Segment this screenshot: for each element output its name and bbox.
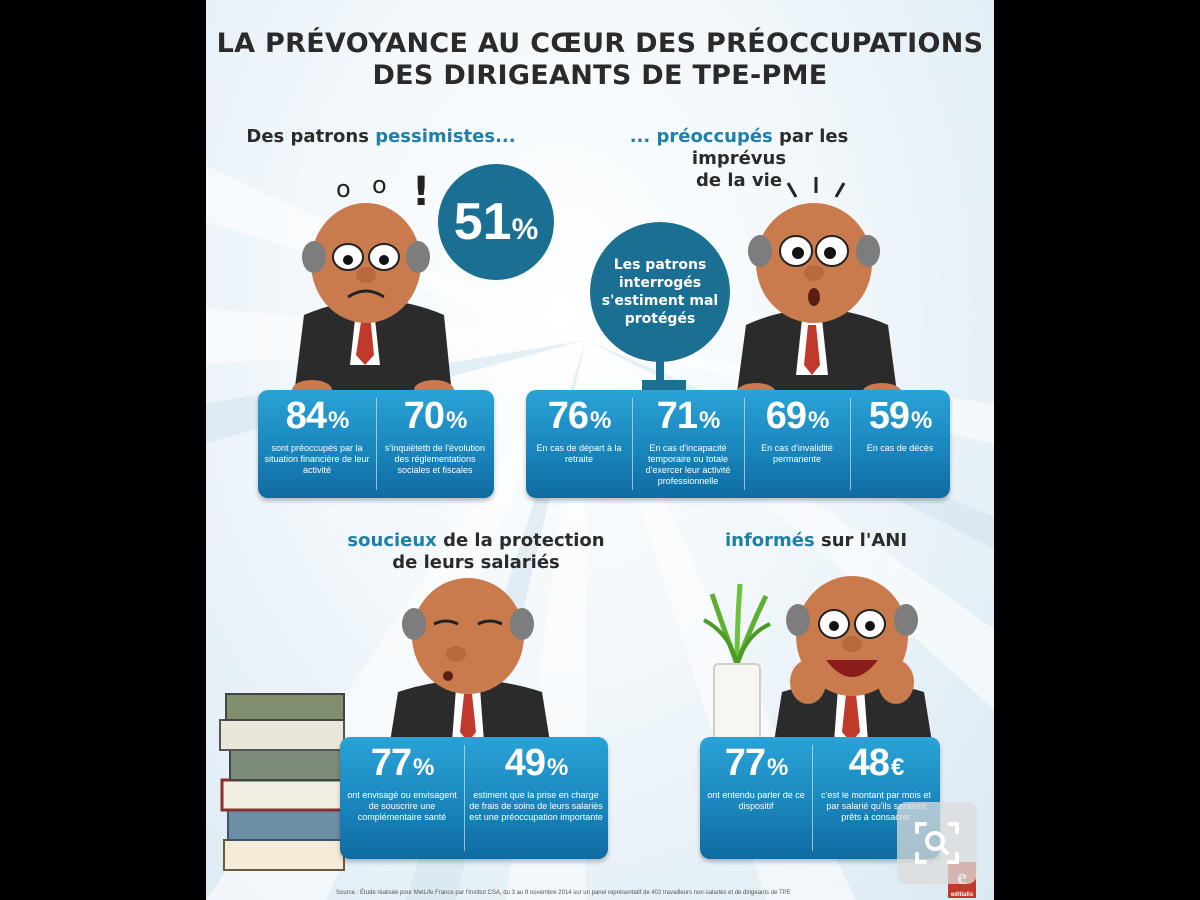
source-note: Source : Étude réalisée pour MetLife Fra… bbox=[336, 890, 791, 896]
stat-84: 84% sont préoccupés par la situation fin… bbox=[258, 390, 376, 498]
stat-value: 84 bbox=[285, 395, 327, 437]
heading-preoccupes-rest: par les imprévus bbox=[691, 126, 849, 169]
stat-70: 70% s'inquiètetb de l'évolution des régl… bbox=[376, 390, 494, 498]
stat-unit: % bbox=[698, 407, 720, 434]
divider bbox=[850, 398, 851, 490]
svg-text:o: o bbox=[372, 171, 387, 199]
stat-77-sante: 77% ont envisagé ou envisagent de souscr… bbox=[340, 737, 464, 859]
heading-pessimistes-accent: pessimistes... bbox=[375, 126, 516, 147]
stat-text: ont entendu parler de ce dispositif bbox=[707, 790, 805, 811]
stat-value: 77 bbox=[724, 742, 766, 784]
stat-circle-51-value: 51 bbox=[453, 193, 512, 251]
stats-box-preoccupes: 76% En cas de départ à la retraite 71% E… bbox=[526, 390, 950, 498]
relieved-boss-illustration bbox=[390, 578, 550, 742]
logo-sub: editialis bbox=[950, 892, 974, 898]
heading-informes-rest: sur l'ANI bbox=[814, 530, 908, 551]
stat-text: En cas de départ à la retraite bbox=[536, 443, 622, 464]
divider bbox=[376, 398, 377, 490]
books-illustration bbox=[219, 693, 347, 871]
stat-unit: % bbox=[546, 754, 568, 781]
stat-value: 77 bbox=[370, 742, 412, 784]
stat-value: 76 bbox=[547, 395, 589, 437]
stat-unit: % bbox=[910, 407, 932, 434]
stat-text: En cas d'invalidité permanente bbox=[761, 443, 833, 464]
heading-pessimistes: Des patrons pessimistes... bbox=[246, 126, 516, 148]
svg-text:o: o bbox=[336, 175, 351, 203]
stat-71: 71% En cas d'incapacité temporaire ou to… bbox=[632, 390, 744, 498]
plant-illustration bbox=[703, 584, 771, 744]
stat-value: 70 bbox=[403, 395, 445, 437]
heading-soucieux-line2: de leurs salariés bbox=[392, 552, 560, 573]
divider bbox=[632, 398, 633, 490]
stats-box-pessimistes: 84% sont préoccupés par la situation fin… bbox=[258, 390, 494, 498]
stat-text: s'inquiètetb de l'évolution des réglemen… bbox=[384, 443, 485, 475]
stat-unit: % bbox=[589, 407, 611, 434]
heading-preoccupes: ... préoccupés par les imprévus de la vi… bbox=[584, 126, 894, 192]
heading-informes: informés sur l'ANI bbox=[706, 530, 926, 552]
heading-soucieux: soucieux de la protection de leurs salar… bbox=[326, 530, 626, 574]
stat-text: estiment que la prise en charge de frais… bbox=[469, 790, 603, 822]
heading-preoccupes-line2: de la vie bbox=[695, 170, 783, 191]
heading-pessimistes-pre: Des patrons bbox=[246, 126, 376, 147]
surprised-boss-illustration bbox=[736, 177, 902, 400]
heading-informes-accent: informés bbox=[724, 530, 815, 551]
stat-unit: % bbox=[412, 754, 434, 781]
circle-stem-base bbox=[642, 380, 686, 392]
stat-text: sont préoccupés par la situation financi… bbox=[264, 443, 370, 475]
divider bbox=[464, 745, 465, 851]
heading-soucieux-rest: de la protection bbox=[436, 530, 605, 551]
stat-unit: € bbox=[890, 754, 904, 781]
divider bbox=[744, 398, 745, 490]
zoom-icon bbox=[915, 822, 959, 864]
svg-text:!: ! bbox=[412, 169, 430, 215]
stat-circle-51-unit: % bbox=[511, 213, 539, 246]
stat-value: 49 bbox=[504, 742, 546, 784]
heading-soucieux-accent: soucieux bbox=[347, 530, 437, 551]
stat-48-euros: 48€ c'est le montant par mois et par sal… bbox=[812, 737, 940, 859]
happy-boss-illustration bbox=[774, 576, 932, 742]
title-line-2: DES DIRIGEANTS DE TPE-PME bbox=[372, 60, 828, 91]
worried-boss-illustration: o o ! bbox=[292, 169, 454, 395]
stats-box-soucieux: 77% ont envisagé ou envisagent de souscr… bbox=[340, 737, 608, 859]
stat-text: En cas d'incapacité temporaire ou totale… bbox=[645, 443, 731, 486]
circle-stem bbox=[656, 360, 664, 384]
stat-value: 59 bbox=[868, 395, 910, 437]
stat-circle-51: 51% bbox=[438, 164, 554, 280]
stat-value: 71 bbox=[656, 395, 698, 437]
infographic-poster: LA PRÉVOYANCE AU CŒUR DES PRÉOCCUPATIONS… bbox=[206, 0, 994, 900]
mal-proteges-text: Les patrons interrogés s'estiment mal pr… bbox=[601, 257, 719, 327]
stat-59: 59% En cas de décès bbox=[850, 390, 950, 498]
stat-text: En cas de décès bbox=[866, 443, 934, 453]
stat-value: 69 bbox=[765, 395, 807, 437]
stat-unit: % bbox=[807, 407, 829, 434]
mal-proteges-circle: Les patrons interrogés s'estiment mal pr… bbox=[590, 222, 730, 362]
stat-text: ont envisagé ou envisagent de souscrire … bbox=[347, 790, 457, 822]
title-line-1: LA PRÉVOYANCE AU CŒUR DES PRÉOCCUPATIONS bbox=[216, 28, 984, 59]
stat-unit: % bbox=[766, 754, 788, 781]
stat-77-ani: 77% ont entendu parler de ce dispositif bbox=[700, 737, 812, 859]
stat-text: c'est le montant par mois et par salarié… bbox=[821, 790, 931, 822]
divider bbox=[812, 745, 813, 851]
stat-unit: % bbox=[327, 407, 349, 434]
stat-unit: % bbox=[445, 407, 467, 434]
stat-69: 69% En cas d'invalidité permanente bbox=[744, 390, 850, 498]
heading-preoccupes-accent: ... préoccupés bbox=[629, 126, 773, 147]
zoom-button[interactable] bbox=[897, 802, 977, 884]
stat-value: 48 bbox=[848, 742, 890, 784]
stat-76: 76% En cas de départ à la retraite bbox=[526, 390, 632, 498]
stat-49: 49% estiment que la prise en charge de f… bbox=[464, 737, 608, 859]
